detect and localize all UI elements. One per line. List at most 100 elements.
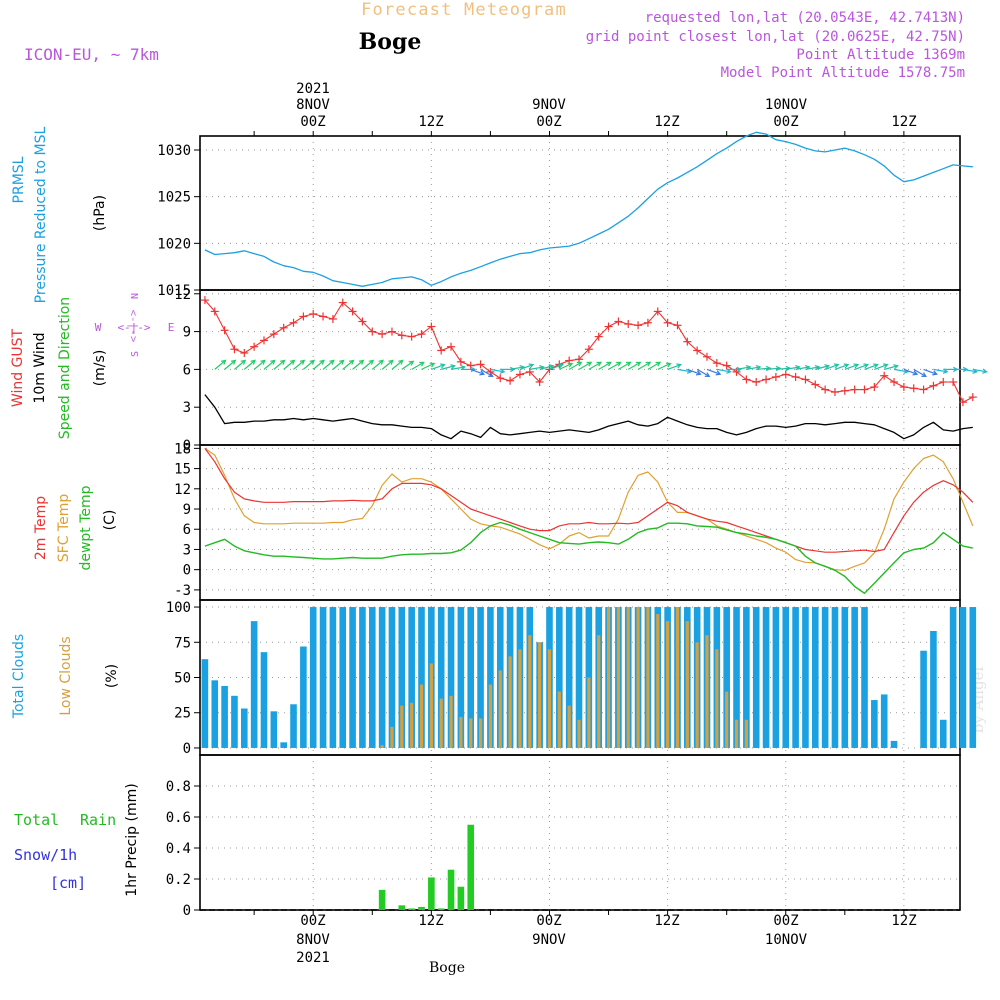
bottom-tick-0-line-0: 00Z [300, 913, 325, 929]
low-cloud-bar-37 [567, 705, 571, 748]
wind-arrow-head-67 [882, 363, 889, 369]
total-cloud-bar-78 [969, 607, 977, 748]
gust-marker-69 [880, 371, 889, 380]
wind-arrow-head-66 [873, 363, 879, 369]
total-cloud-bar-28 [477, 607, 484, 748]
total-cloud-bar-62 [811, 607, 819, 748]
wind-arrow-shaft-28 [490, 368, 505, 373]
low-cloud-bar-45 [646, 607, 650, 748]
wind-ytick-label-0: 0 [183, 438, 191, 454]
wind-arrow-40 [608, 361, 622, 370]
wind-arrow-39 [598, 361, 612, 370]
gust-marker-73 [919, 385, 928, 394]
wind-arrow-15 [362, 359, 375, 370]
gust-marker-41 [604, 322, 613, 331]
top-tick-0-line-2: 00Z [300, 114, 325, 130]
point-altitude: Point Altitude 1369m [796, 47, 965, 63]
wind-arrow-head-34 [558, 363, 564, 369]
low-cloud-bar-32 [518, 649, 522, 748]
gust-marker-56 [752, 377, 761, 386]
wind-arrow-65 [854, 363, 869, 370]
top-tick-4-line-0: 10NOV [765, 97, 808, 113]
gust-marker-70 [890, 377, 899, 386]
total-cloud-bar-56 [752, 607, 760, 748]
total-cloud-bar-77 [959, 607, 967, 748]
wind-arrow-26 [470, 368, 486, 376]
total-cloud-bar-25 [447, 607, 455, 748]
bottom-time-axis: 00Z 8NOV 2021 12Z 00Z 9NOV 12Z 00Z 10NOV… [296, 913, 917, 966]
wind-arrow-shaft-3 [243, 359, 256, 370]
total-cloud-bar-11 [309, 607, 317, 748]
wind-arrow-46 [667, 363, 682, 370]
chart-title: Forecast Meteogram [361, 0, 567, 20]
wind-arrow-head-40 [616, 361, 622, 367]
total-cloud-bar-67 [861, 607, 868, 748]
low-cloud-bar-52 [715, 649, 719, 748]
wind-arrow-shaft-38 [588, 361, 602, 370]
requested-coords: requested lon,lat (20.0543E, 42.7413N) [645, 10, 965, 26]
low-cloud-bar-41 [606, 607, 611, 748]
gust-marker-31 [506, 376, 515, 385]
wind-10m-line [204, 394, 973, 440]
total-cloud-bar-16 [359, 607, 366, 748]
compass-n: N [130, 293, 141, 299]
clouds-ytick-label-4: 100 [166, 600, 191, 616]
wind-arrow-64 [844, 363, 860, 370]
low-cloud-bar-33 [528, 635, 532, 748]
total-cloud-bar-13 [329, 607, 337, 748]
wind-arrow-shaft-37 [578, 361, 592, 370]
wind-arrow-head-0 [220, 359, 227, 365]
wind-arrow-head-46 [676, 363, 682, 369]
low-cloud-bar-55 [744, 719, 748, 748]
low-cloud-bar-27 [469, 718, 473, 748]
gust-marker-42 [614, 317, 623, 326]
top-tick-5-line-0: 12Z [891, 114, 916, 130]
label-percent: (%) [104, 664, 120, 688]
wind-arrow-shaft-11 [322, 359, 335, 370]
wind-arrow-shaft-55 [756, 367, 771, 370]
low-cloud-bar-22 [419, 684, 424, 748]
wind-arrow-77 [972, 368, 988, 374]
label-dewpt-temp: dewpt Temp [78, 485, 94, 570]
wind-arrow-head-44 [655, 361, 662, 367]
gust-marker-26 [456, 357, 465, 366]
wind-arrow-shaft-59 [795, 366, 810, 370]
wind-arrow-19 [401, 360, 415, 370]
bottom-tick-4-line-1: 10NOV [765, 932, 808, 948]
wind-arrow-head-77 [982, 368, 988, 374]
clouds-panel: 0 25 50 75 100 [166, 599, 961, 757]
gust-marker-5 [250, 342, 259, 351]
wind-arrow-shaft-58 [785, 366, 800, 370]
wind-arrow-shaft-1 [224, 359, 236, 370]
wind-arrow-27 [480, 368, 494, 378]
rain-bar-4 [418, 906, 425, 910]
wind-arrow-head-33 [548, 364, 555, 370]
low-cloud-bar-18 [380, 745, 384, 748]
total-cloud-bar-55 [743, 607, 750, 748]
total-cloud-bar-4 [241, 708, 248, 748]
gust-marker-63 [821, 385, 830, 394]
wind-arrow-shaft-43 [637, 361, 651, 370]
rain-bar-0 [378, 889, 386, 910]
low-cloud-bar-47 [666, 621, 670, 748]
total-cloud-bar-74 [930, 631, 937, 748]
wind-arrow-shaft-68 [884, 365, 898, 370]
low-cloud-bar-46 [656, 614, 660, 748]
top-tick-0-line-0: 2021 [296, 81, 330, 97]
clouds-ytick-label-1: 25 [174, 706, 191, 722]
gust-marker-6 [259, 336, 268, 345]
gust-marker-52 [712, 359, 721, 368]
gust-marker-15 [348, 307, 357, 316]
total-cloud-bar-38 [575, 607, 583, 748]
chart-layer: 1015102010251030036912-30369121518025507… [157, 131, 988, 919]
wind-arrow-shaft-18 [391, 359, 404, 370]
gust-marker-62 [811, 380, 820, 389]
wind-arrow-shaft-51 [716, 368, 731, 373]
wind-arrow-50 [706, 368, 722, 376]
wind-arrow-shaft-46 [667, 364, 681, 370]
wind-arrow-head-5 [270, 359, 276, 365]
gust-marker-28 [476, 360, 485, 369]
bottom-tick-1-line-0: 12Z [418, 913, 443, 929]
prmsl-line [204, 131, 973, 287]
total-cloud-bar-14 [339, 607, 347, 748]
